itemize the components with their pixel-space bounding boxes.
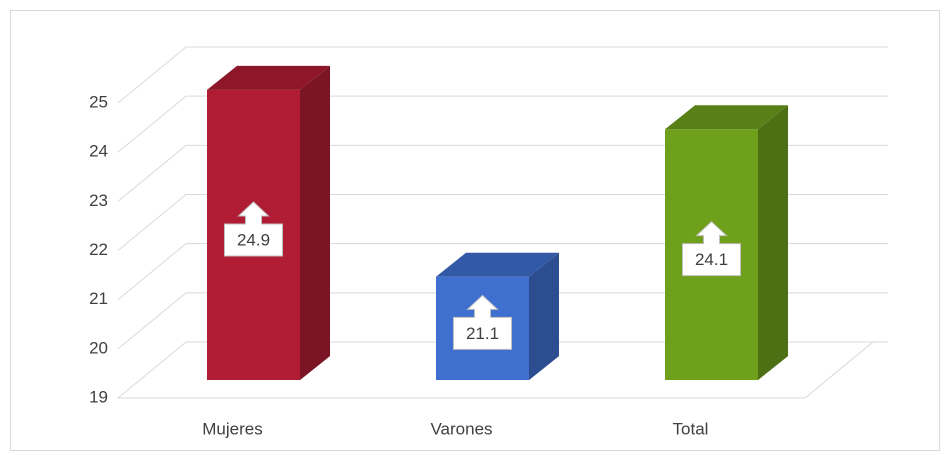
grid-line (117, 194, 888, 251)
y-tick-label: 23 (89, 191, 108, 210)
bar-side (300, 65, 330, 381)
y-tick-label: 22 (89, 240, 108, 259)
x-tick-label: Mujeres (202, 419, 262, 438)
bar-top (436, 252, 559, 277)
value-label-box (453, 294, 512, 350)
x-tick-label: Total (673, 419, 709, 438)
y-tick-label: 24 (89, 142, 108, 161)
bar (665, 105, 788, 380)
y-tick-label: 19 (89, 387, 108, 406)
y-tick-label: 20 (89, 338, 108, 357)
grid-line (117, 243, 888, 301)
grid-line (117, 341, 888, 399)
bar (207, 65, 330, 381)
bar-side (529, 252, 559, 380)
value-label: 21.1 (466, 324, 499, 343)
y-tick-label: 25 (89, 92, 108, 111)
floor-edge (804, 341, 874, 399)
value-label: 24.1 (695, 250, 728, 269)
bar-top (207, 65, 330, 90)
grid-line (117, 46, 888, 104)
bar (436, 252, 559, 380)
x-tick-label: Varones (430, 419, 492, 438)
bar-top (665, 105, 788, 130)
grid-line (117, 292, 888, 350)
value-label-box (224, 201, 283, 257)
grid-line (117, 144, 888, 202)
y-tick-label: 21 (89, 289, 108, 308)
value-label: 24.9 (237, 230, 270, 249)
bar-side (758, 105, 788, 380)
grid-line (117, 95, 888, 153)
value-label-box (682, 220, 741, 277)
